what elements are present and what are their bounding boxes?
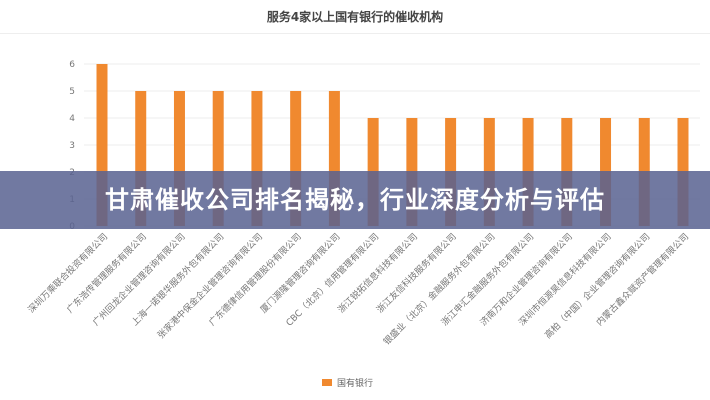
y-tick-label: 3 [69, 141, 75, 151]
x-tick-label: 广东浩传管理服务有限公司 [64, 231, 149, 316]
legend: 国有银行 [322, 376, 373, 389]
chart-title: 服务4家以上国有银行的催收机构 [266, 10, 444, 24]
y-tick-label: 5 [69, 87, 75, 97]
bar [251, 91, 263, 226]
bar [96, 64, 108, 226]
y-tick-label: 4 [69, 114, 75, 124]
bar [173, 91, 185, 226]
bar [328, 91, 340, 226]
x-tick-label: 浙江友信科技服务有限公司 [374, 231, 459, 316]
divider [0, 33, 710, 34]
headline-text: 甘肃催收公司排名揭秘，行业深度分析与评估 [105, 186, 605, 214]
legend-label: 国有银行 [337, 379, 374, 389]
bar [135, 91, 147, 226]
headline-banner: 甘肃催收公司排名揭秘，行业深度分析与评估 [0, 171, 710, 229]
x-tick-label: 浙江锐拓信息科技有限公司 [335, 231, 420, 316]
bar [290, 91, 302, 226]
y-tick-label: 6 [69, 60, 75, 70]
x-tick-label: 深圳万乘联合投资有限公司 [25, 231, 110, 316]
bar [212, 91, 224, 226]
x-tick-label: 厦门源隆管理咨询有限公司 [258, 231, 343, 316]
legend-swatch [322, 379, 332, 386]
